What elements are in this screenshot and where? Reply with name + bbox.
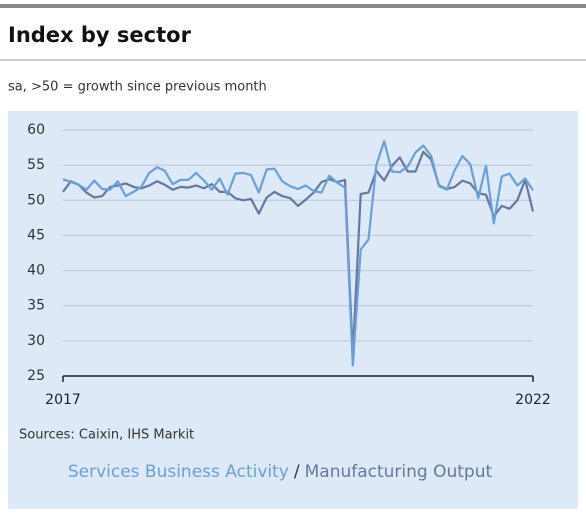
- top-bar: [0, 4, 586, 8]
- legend-entry: Manufacturing Output: [305, 462, 493, 482]
- series-line: [62, 140, 534, 367]
- y-tick-label: 30: [27, 333, 45, 349]
- y-tick-label: 45: [27, 227, 45, 243]
- y-tick-label: 60: [27, 122, 45, 138]
- y-tick-label: 50: [27, 192, 45, 208]
- chart-title: Index by sector: [8, 23, 192, 47]
- panel: [8, 111, 578, 509]
- y-tick-label: 40: [27, 263, 45, 279]
- x-tick-label: 2022: [515, 392, 551, 408]
- source: Sources: Caixin, IHS Markit: [19, 428, 194, 443]
- x-tick-label: 2017: [45, 392, 81, 408]
- legend-entry: Services Business Activity: [68, 462, 289, 482]
- series-line: [62, 150, 535, 356]
- legend: Services Business Activity / Manufacturing…: [68, 462, 493, 482]
- y-tick-label: 55: [27, 157, 45, 173]
- chart-subtitle: sa, >50 = growth since previous month: [8, 80, 267, 95]
- y-tick-label: 35: [27, 298, 45, 314]
- y-tick-label: 25: [27, 368, 45, 384]
- legend-separator: /: [294, 462, 300, 482]
